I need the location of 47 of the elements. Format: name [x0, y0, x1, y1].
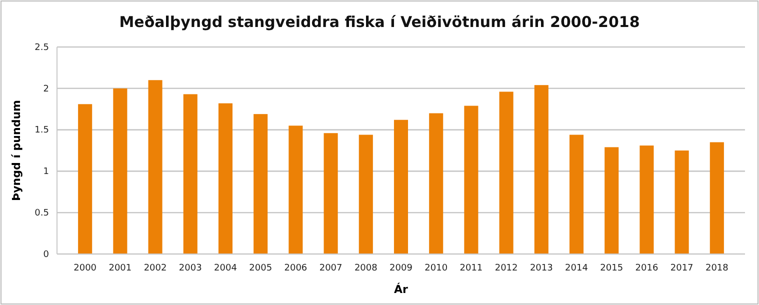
bar	[288, 126, 303, 254]
bar	[640, 146, 654, 254]
y-tick-label: 2	[43, 84, 49, 94]
x-tick-label: 2012	[494, 263, 518, 274]
x-tick-label: 2007	[319, 263, 342, 274]
bar	[534, 85, 548, 254]
x-tick-label: 2017	[670, 263, 694, 274]
y-tick-label: 1.5	[34, 126, 49, 136]
bar	[78, 104, 92, 254]
bar	[710, 142, 724, 254]
x-tick-label: 2018	[705, 263, 729, 274]
x-tick-label: 2011	[460, 263, 483, 274]
x-tick-label: 2002	[144, 263, 167, 274]
bar	[218, 103, 233, 254]
bar	[394, 120, 408, 254]
bar	[358, 134, 373, 254]
y-axis-title: Þyngd í pundum	[10, 100, 23, 201]
x-tick-label: 2013	[530, 263, 553, 274]
x-tick-label: 2003	[178, 263, 202, 274]
bar	[183, 94, 198, 254]
bar	[324, 133, 338, 254]
x-axis-title: Ár	[394, 282, 409, 296]
x-tick-label: 2015	[600, 263, 624, 274]
x-tick-label: 2010	[424, 263, 448, 274]
x-tick-label: 2009	[390, 263, 413, 274]
bar	[429, 113, 444, 254]
x-tick-label: 2000	[74, 263, 97, 274]
x-tick-label: 2016	[635, 263, 658, 274]
bar	[148, 80, 162, 254]
bar	[569, 134, 584, 254]
x-tick-label: 2006	[284, 263, 308, 274]
x-tick-label: 2001	[108, 263, 132, 274]
bar	[464, 106, 478, 254]
x-tick-label: 2008	[354, 263, 378, 274]
bar	[113, 88, 128, 254]
y-tick-label: 0.5	[34, 208, 49, 218]
x-tick-label: 2004	[214, 263, 238, 274]
bar	[674, 150, 689, 254]
bar	[499, 92, 514, 254]
bar	[604, 147, 619, 254]
y-tick-label: 2.5	[34, 42, 49, 53]
x-tick-label: 2005	[249, 263, 272, 274]
x-tick-label: 2014	[565, 263, 588, 274]
chart-title: Meðalþyngd stangveiddra fiska í Veiðivötnum árin 2000-2018	[119, 13, 640, 31]
y-tick-label: 1	[43, 167, 49, 178]
y-tick-label: 0	[43, 250, 50, 260]
bar	[254, 114, 268, 254]
